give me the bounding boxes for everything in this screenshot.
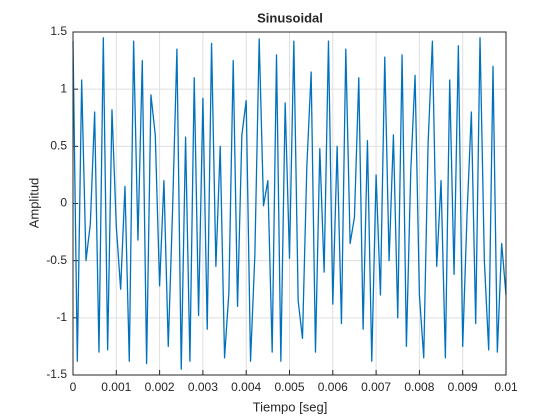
x-tick-label: 0.009 <box>448 380 478 394</box>
y-tick-label: -1.5 <box>46 367 67 381</box>
x-tick-label: 0.01 <box>494 380 518 394</box>
y-tick-label: -0.5 <box>46 253 67 267</box>
x-tick-label: 0.001 <box>101 380 131 394</box>
y-tick-label: 0.5 <box>50 139 67 153</box>
x-tick-label: 0.008 <box>404 380 434 394</box>
y-tick-label: 0 <box>60 196 67 210</box>
plot-frame <box>72 31 507 376</box>
y-tick-label: 1 <box>60 81 67 95</box>
y-tick-label: -1 <box>56 310 67 324</box>
x-tick-label: 0 <box>70 380 77 394</box>
y-axis-label: Amplitud <box>26 178 41 229</box>
x-axis-label: Tiempo [seg] <box>253 399 328 414</box>
y-tick-label: 1.5 <box>50 24 67 38</box>
data-line <box>72 37 507 370</box>
x-tick-label: 0.004 <box>231 380 261 394</box>
chart-title: Sinusoidal <box>257 10 323 25</box>
x-tick-label: 0.003 <box>188 380 218 394</box>
x-tick-label: 0.005 <box>274 380 304 394</box>
x-tick-label: 0.006 <box>318 380 348 394</box>
x-tick-label: 0.007 <box>361 380 391 394</box>
x-tick-label: 0.002 <box>145 380 175 394</box>
